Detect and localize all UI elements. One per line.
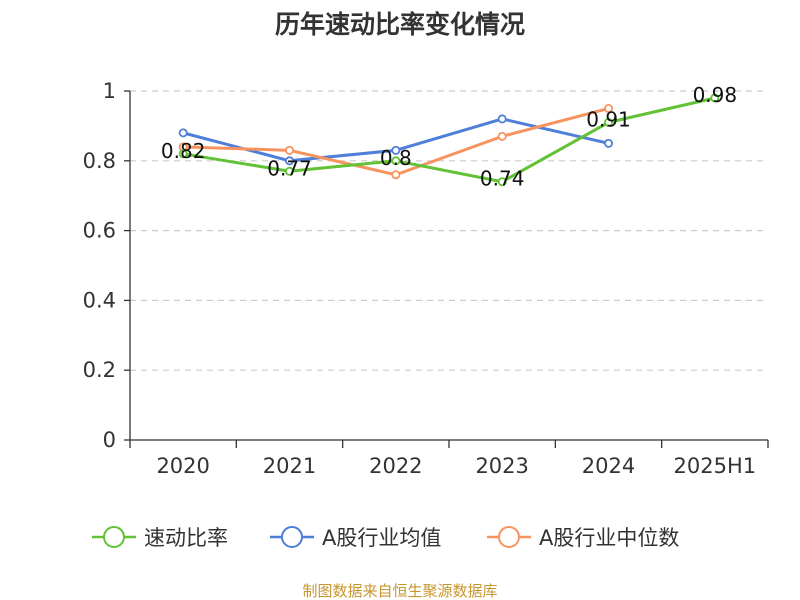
data-point[interactable]	[284, 145, 294, 155]
data-point[interactable]	[391, 170, 401, 180]
x-tick-label: 2022	[369, 454, 422, 478]
y-tick-label: 0.6	[83, 219, 116, 243]
y-tick-label: 0.8	[83, 149, 116, 173]
x-tick-label: 2021	[263, 454, 316, 478]
legend-item[interactable]: A股行业中位数	[487, 526, 679, 550]
data-label: 0.91	[586, 107, 631, 131]
legend-item[interactable]: A股行业均值	[270, 526, 441, 550]
legend-label: A股行业中位数	[539, 526, 679, 550]
x-tick-label: 2023	[475, 454, 528, 478]
chart-title: 历年速动比率变化情况	[275, 10, 525, 39]
legend-item[interactable]: 速动比率	[92, 526, 228, 550]
data-point[interactable]	[391, 145, 401, 155]
legend-label: A股行业均值	[322, 526, 441, 550]
data-point[interactable]	[710, 93, 720, 103]
data-label: 0.82	[161, 139, 206, 163]
data-label: 0.74	[480, 167, 525, 191]
series-line	[182, 96, 716, 184]
grid	[130, 90, 768, 371]
data-label: 0.77	[267, 156, 312, 180]
series	[178, 93, 720, 187]
data-point[interactable]	[604, 117, 614, 127]
y-tick-label: 0.4	[83, 288, 116, 312]
data-point[interactable]	[391, 156, 401, 166]
x-tick-label: 2020	[156, 454, 209, 478]
legend[interactable]: 速动比率 A股行业均值 A股行业中位数	[92, 526, 679, 550]
y-tick-label: 0.2	[83, 358, 116, 382]
data-point[interactable]	[497, 177, 507, 187]
data-point[interactable]	[284, 166, 294, 176]
data-labels: 0.82 0.77 0.8 0.74 0.91 0.98	[161, 83, 737, 191]
legend-marker	[281, 526, 303, 548]
legend-marker	[498, 526, 520, 548]
data-point[interactable]	[604, 103, 614, 113]
data-label: 0.98	[693, 83, 738, 107]
data-point[interactable]	[284, 156, 294, 166]
data-point[interactable]	[178, 149, 188, 159]
y-tick-label: 1	[103, 79, 116, 103]
source-note: 制图数据来自恒生聚源数据库	[302, 582, 497, 600]
legend-marker	[103, 526, 125, 548]
x-tick-label: 2025H1	[674, 454, 757, 478]
data-label: 0.8	[380, 146, 412, 170]
data-point[interactable]	[497, 131, 507, 141]
data-point[interactable]	[497, 114, 507, 124]
legend-label: 速动比率	[144, 526, 228, 550]
axes: 0 0.2 0.4 0.6 0.8 1 2020 2021 2022 2023 2024 2025H1	[83, 79, 769, 478]
data-point[interactable]	[178, 128, 188, 138]
y-tick-label: 0	[103, 428, 116, 452]
data-point[interactable]	[604, 138, 614, 148]
x-tick-label: 2024	[582, 454, 635, 478]
